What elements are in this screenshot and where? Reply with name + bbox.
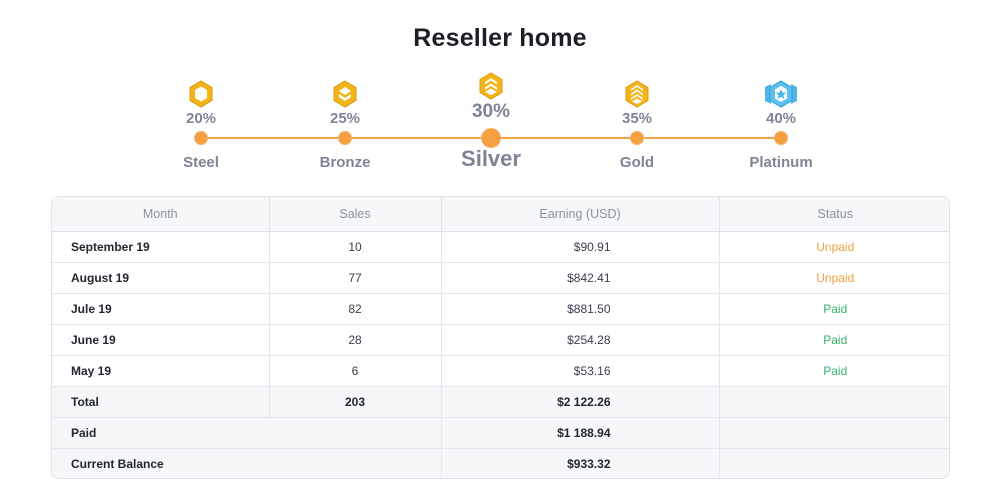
row-earning: $90.91 [441, 231, 720, 263]
bronze-badge-icon [333, 80, 357, 108]
table-row: August 19 77 $842.41 Unpaid [52, 262, 949, 294]
total-sales: 203 [269, 386, 442, 418]
row-month: September 19 [52, 231, 270, 263]
tier-percent: 35% [621, 110, 653, 127]
row-month: May 19 [52, 355, 270, 387]
row-sales: 77 [269, 262, 442, 294]
column-header-month[interactable]: Month [52, 197, 270, 232]
table-row: Jule 19 82 $881.50 Paid [52, 293, 949, 325]
paid-row: Paid $1 188.94 [52, 417, 949, 449]
paid-status [719, 417, 949, 449]
table-row: June 19 28 $254.28 Paid [52, 324, 949, 356]
tier-bronze: 25% Bronze [285, 0, 405, 190]
silver-badge-icon [479, 72, 503, 100]
row-earning: $881.50 [441, 293, 720, 325]
tier-name: Bronze [319, 154, 371, 171]
balance-earning: $933.32 [441, 448, 720, 478]
tier-steel: 20% Steel [141, 0, 261, 190]
steel-badge-icon [189, 80, 213, 108]
status-badge: Paid [719, 324, 949, 356]
tier-percent: 20% [185, 110, 217, 127]
balance-label: Current Balance [52, 448, 442, 478]
tier-dot [775, 132, 787, 144]
tier-dot [195, 132, 207, 144]
row-sales: 82 [269, 293, 442, 325]
row-earning: $53.16 [441, 355, 720, 387]
earnings-table: Month Sales Earning (USD) Status Septemb… [51, 196, 950, 479]
status-badge: Unpaid [719, 262, 949, 294]
tier-silver: 30% Silver [431, 0, 551, 190]
total-status [719, 386, 949, 418]
paid-earning: $1 188.94 [441, 417, 720, 449]
total-row: Total 203 $2 122.26 [52, 386, 949, 418]
tier-dot [631, 132, 643, 144]
row-sales: 10 [269, 231, 442, 263]
column-header-sales[interactable]: Sales [269, 197, 442, 232]
status-badge: Paid [719, 293, 949, 325]
gold-badge-icon [625, 80, 649, 108]
total-earning: $2 122.26 [441, 386, 720, 418]
total-label: Total [52, 386, 270, 418]
tier-dot [339, 132, 351, 144]
row-month: August 19 [52, 262, 270, 294]
row-earning: $254.28 [441, 324, 720, 356]
table-row: May 19 6 $53.16 Paid [52, 355, 949, 387]
row-sales: 28 [269, 324, 442, 356]
table-row: September 19 10 $90.91 Unpaid [52, 231, 949, 263]
row-sales: 6 [269, 355, 442, 387]
tier-name: Silver [461, 146, 521, 171]
tier-gold: 35% Gold [577, 0, 697, 190]
status-badge: Paid [719, 355, 949, 387]
balance-status [719, 448, 949, 478]
page-title: Reseller home [413, 24, 587, 52]
row-earning: $842.41 [441, 262, 720, 294]
status-badge: Unpaid [719, 231, 949, 263]
tier-dot-current [482, 129, 500, 147]
table-header-row: Month Sales Earning (USD) Status [52, 197, 949, 232]
tier-name: Platinum [749, 154, 813, 171]
paid-label: Paid [52, 417, 442, 449]
row-month: Jule 19 [52, 293, 270, 325]
tier-percent: 25% [329, 110, 361, 127]
tier-name: Gold [619, 154, 655, 171]
tier-percent: 40% [765, 110, 797, 127]
tier-progression: 20% Steel 25% Bronze 30% Silver [0, 0, 1000, 190]
row-month: June 19 [52, 324, 270, 356]
column-header-status[interactable]: Status [719, 197, 949, 232]
tier-platinum: 40% Platinum [721, 0, 841, 190]
platinum-badge-icon [765, 80, 797, 108]
column-header-earning[interactable]: Earning (USD) [441, 197, 720, 232]
balance-row: Current Balance $933.32 [52, 448, 949, 478]
tier-name: Steel [183, 154, 219, 171]
tier-percent: 30% [471, 101, 511, 122]
